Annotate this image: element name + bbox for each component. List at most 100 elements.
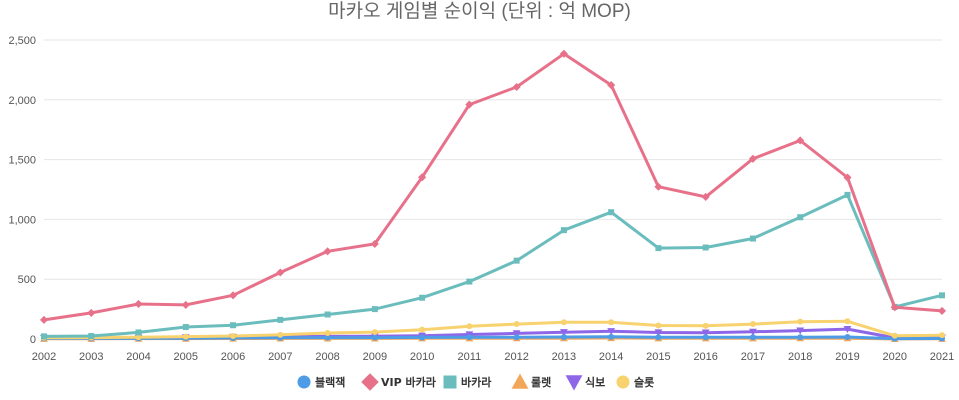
data-point xyxy=(229,291,238,300)
x-tick-label: 2016 xyxy=(693,351,717,363)
data-point xyxy=(512,82,521,92)
data-point xyxy=(324,311,331,318)
legend-item[interactable]: 식보 xyxy=(565,375,606,391)
x-tick-label: 2010 xyxy=(410,351,434,363)
series-group xyxy=(39,49,947,343)
legend-label: 바카라 xyxy=(461,375,492,389)
data-point xyxy=(559,49,568,58)
legend-item[interactable]: 슬롯 xyxy=(616,375,655,390)
y-tick-label: 2,000 xyxy=(8,95,36,107)
x-tick-label: 2011 xyxy=(458,351,482,363)
legend-marker xyxy=(443,375,457,389)
axes: 0 500 1,000 1,500 2,000 2,500 2002 2003 2004 2005… xyxy=(8,35,954,363)
data-point xyxy=(749,334,756,341)
data-point xyxy=(513,321,520,328)
legend-marker xyxy=(616,375,630,389)
data-point xyxy=(749,328,757,336)
x-tick-label: 2007 xyxy=(268,351,292,363)
data-point xyxy=(324,330,331,337)
x-tick-label: 2019 xyxy=(835,351,859,363)
grid-lines xyxy=(44,39,942,340)
data-point xyxy=(654,329,663,337)
data-point xyxy=(844,318,851,325)
data-point xyxy=(559,329,568,337)
data-point xyxy=(230,322,237,329)
data-point xyxy=(134,299,143,309)
data-point xyxy=(512,330,521,338)
x-tick-label: 2015 xyxy=(646,351,670,363)
y-tick-label: 0 xyxy=(30,334,36,346)
data-point xyxy=(230,333,237,340)
y-tick-label: 1,500 xyxy=(8,155,36,167)
data-point xyxy=(87,308,96,317)
data-point xyxy=(513,334,520,341)
x-tick-label: 2002 xyxy=(32,351,56,363)
data-point xyxy=(890,303,899,312)
data-point xyxy=(41,333,47,340)
data-point xyxy=(418,173,427,182)
data-point xyxy=(702,244,709,251)
legend-item[interactable]: VIP 바카라 xyxy=(361,373,437,391)
data-point xyxy=(419,334,426,341)
legend-label: 슬롯 xyxy=(634,376,654,389)
series-line xyxy=(42,193,944,338)
data-point xyxy=(701,329,710,337)
data-point xyxy=(419,294,426,301)
legend-marker xyxy=(511,373,529,389)
x-tick-label: 2014 xyxy=(599,351,623,363)
legend-label: 룰렛 xyxy=(531,375,551,389)
data-point xyxy=(88,333,95,340)
data-point xyxy=(371,329,378,336)
data-point xyxy=(844,333,851,340)
data-point xyxy=(844,191,851,198)
data-point xyxy=(654,182,663,191)
chart-title: 마카오 게임별 순이익 (단위 : 억 MOP) xyxy=(328,1,631,22)
legend-label: 식보 xyxy=(585,375,605,389)
legend-marker xyxy=(297,375,311,389)
x-tick-label: 2021 xyxy=(930,351,954,363)
series xyxy=(41,191,945,340)
data-point xyxy=(749,235,756,242)
data-point xyxy=(419,326,426,333)
x-tick-label: 2003 xyxy=(79,351,103,363)
data-point xyxy=(277,331,284,338)
x-tick-label: 2004 xyxy=(126,351,150,363)
data-point xyxy=(324,334,331,341)
x-tick-label: 2018 xyxy=(788,351,812,363)
data-point xyxy=(655,245,662,252)
data-point xyxy=(135,329,142,336)
data-point xyxy=(182,324,189,331)
y-tick-label: 1,000 xyxy=(8,214,36,226)
data-point xyxy=(939,332,945,339)
x-tick-label: 2017 xyxy=(741,351,765,363)
data-point xyxy=(560,319,567,326)
x-tick-label: 2013 xyxy=(552,351,576,363)
series-line xyxy=(42,52,944,322)
series-line xyxy=(42,319,944,340)
data-point xyxy=(323,247,332,256)
data-point xyxy=(513,257,520,264)
data-point xyxy=(560,333,567,340)
data-point xyxy=(276,268,285,277)
legend-item[interactable]: 룰렛 xyxy=(511,373,552,389)
data-point xyxy=(843,173,852,182)
series xyxy=(39,49,947,324)
data-point xyxy=(797,334,804,341)
legend-item[interactable]: 블랙잭 xyxy=(297,375,346,389)
data-point xyxy=(843,325,852,333)
data-point xyxy=(607,81,616,90)
y-tick-label: 2,500 xyxy=(8,35,36,47)
data-point xyxy=(277,316,284,323)
legend-item[interactable]: 바카라 xyxy=(443,375,493,389)
data-point xyxy=(748,154,757,163)
data-point xyxy=(465,100,474,109)
legend: 블랙잭 VIP 바카라 바카라 룰렛 식보 슬롯 xyxy=(297,373,655,391)
data-point xyxy=(796,136,805,145)
data-point xyxy=(937,306,947,315)
legend-label: 블랙잭 xyxy=(315,375,345,389)
data-point xyxy=(655,334,662,341)
data-point xyxy=(560,227,567,234)
data-point xyxy=(702,334,709,341)
